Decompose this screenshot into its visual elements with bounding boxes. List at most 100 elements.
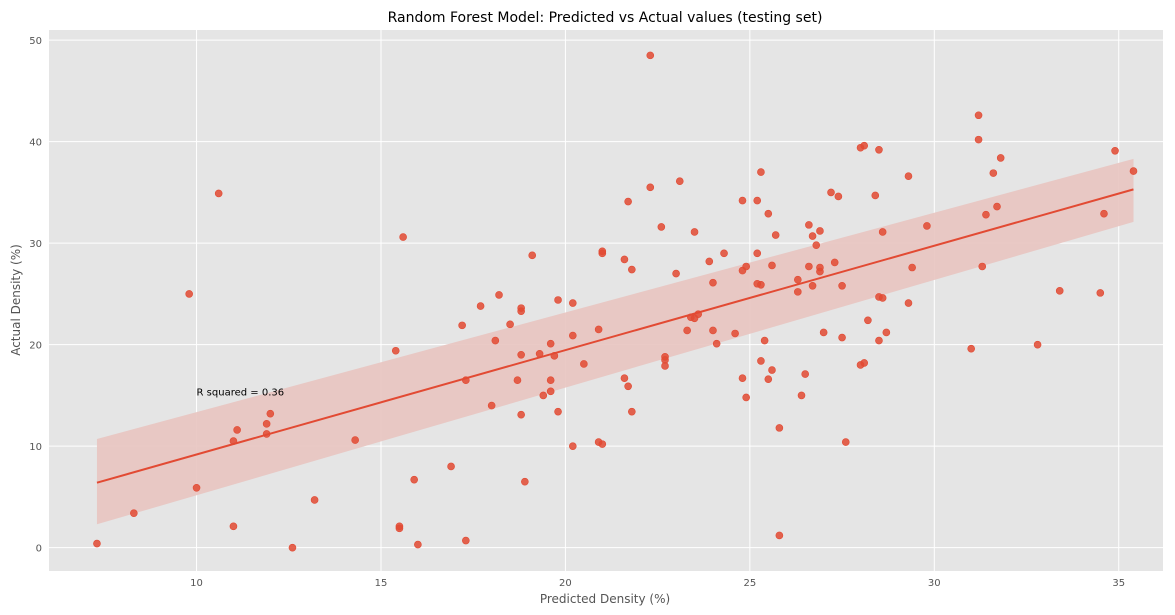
data-point [967, 344, 975, 353]
data-point [757, 357, 765, 365]
data-point [816, 227, 824, 235]
x-tick-label: 30 [928, 578, 941, 589]
data-point [628, 407, 636, 416]
data-point [462, 536, 470, 545]
data-point [214, 189, 223, 198]
y-tick-label: 10 [29, 442, 42, 453]
data-point [738, 374, 747, 382]
data-point [351, 436, 359, 444]
data-point [185, 290, 193, 298]
data-point [775, 424, 784, 432]
data-point [764, 209, 773, 218]
data-point [130, 509, 138, 517]
data-point [904, 172, 913, 180]
data-point [672, 269, 680, 278]
data-point [539, 391, 548, 400]
chart-title: Random Forest Model: Predicted vs Actual… [388, 10, 823, 26]
data-point [768, 261, 776, 270]
data-point [923, 222, 931, 230]
x-tick-label: 35 [1112, 578, 1125, 589]
data-point [860, 359, 869, 367]
data-point [760, 336, 769, 345]
data-point [878, 228, 887, 236]
data-point [797, 391, 806, 400]
y-axis-label: Actual Density (%) [9, 244, 23, 356]
data-point [712, 339, 721, 348]
y-tick-label: 0 [36, 544, 42, 555]
data-point [521, 477, 529, 486]
data-point [978, 262, 987, 271]
data-point [805, 221, 813, 229]
data-point [705, 257, 714, 266]
data-point [1096, 289, 1105, 297]
data-point [830, 258, 839, 267]
confidence-band-layer [96, 158, 1134, 525]
data-point [661, 362, 669, 370]
data-point [753, 249, 762, 258]
data-point [742, 262, 750, 271]
data-point [487, 401, 496, 410]
x-tick-label: 25 [743, 578, 756, 589]
data-point [546, 376, 555, 384]
data-point [491, 336, 500, 345]
data-point [310, 496, 319, 504]
x-tick-label: 20 [559, 578, 572, 589]
regression-line-layer [96, 188, 1134, 484]
data-point [878, 294, 887, 302]
data-point [569, 442, 577, 450]
data-point [816, 267, 824, 276]
data-point [517, 410, 525, 419]
data-point [871, 191, 880, 200]
data-point [908, 263, 916, 272]
data-point [620, 255, 629, 264]
data-point [753, 196, 762, 205]
r-squared-annotation: R squared = 0.36 [197, 387, 285, 398]
data-point [594, 325, 603, 334]
data-point [624, 382, 632, 391]
data-point [1100, 209, 1108, 218]
data-point [399, 233, 407, 241]
data-point [229, 522, 238, 531]
data-point [731, 329, 739, 338]
data-point [982, 210, 990, 219]
data-point [517, 307, 525, 315]
data-point [683, 326, 691, 335]
data-point [1129, 167, 1138, 175]
data-point [838, 281, 846, 290]
data-point [875, 336, 883, 345]
data-point [742, 393, 750, 402]
data-point [192, 483, 201, 492]
data-point [764, 375, 773, 383]
x-tick-label: 15 [375, 578, 388, 589]
data-point [834, 192, 843, 201]
data-point [410, 475, 418, 484]
data-point [506, 320, 514, 329]
data-point [841, 438, 850, 446]
data-point [661, 353, 669, 361]
data-point [528, 251, 537, 260]
y-tick-label: 30 [29, 239, 42, 250]
data-point [646, 183, 655, 192]
data-point [554, 407, 562, 416]
data-point [580, 360, 588, 368]
data-point [801, 370, 809, 378]
data-point [675, 177, 684, 186]
data-point [414, 540, 422, 549]
plot-background [49, 30, 1163, 571]
data-point [1033, 340, 1042, 349]
data-point [546, 387, 555, 396]
regression-line [96, 188, 1134, 484]
data-point [620, 374, 629, 382]
data-point [546, 339, 555, 348]
data-point [838, 333, 846, 342]
data-point [554, 296, 562, 304]
data-point [775, 531, 784, 540]
data-point [569, 299, 577, 307]
data-point [598, 440, 607, 448]
data-point [1111, 146, 1119, 155]
data-point [447, 462, 455, 471]
data-point [288, 543, 297, 552]
data-point [738, 196, 747, 205]
data-point [262, 420, 271, 428]
data-point [989, 169, 998, 177]
